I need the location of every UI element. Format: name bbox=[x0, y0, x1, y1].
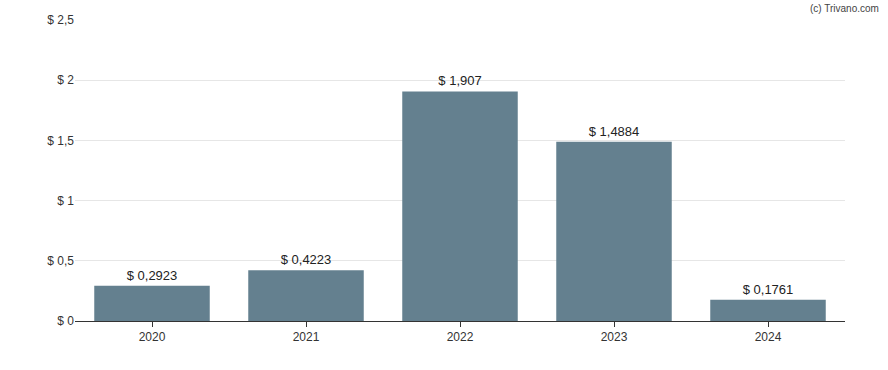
svg-text:$ 1,5: $ 1,5 bbox=[47, 134, 74, 148]
svg-text:$ 2,5: $ 2,5 bbox=[47, 13, 74, 27]
svg-text:$ 1,907: $ 1,907 bbox=[438, 73, 481, 88]
svg-text:$ 0,1761: $ 0,1761 bbox=[743, 282, 794, 297]
svg-text:2022: 2022 bbox=[447, 330, 474, 344]
svg-text:$ 1,4884: $ 1,4884 bbox=[589, 124, 640, 139]
svg-text:2024: 2024 bbox=[755, 330, 782, 344]
svg-text:$ 0,5: $ 0,5 bbox=[47, 254, 74, 268]
svg-text:$ 1: $ 1 bbox=[57, 194, 74, 208]
svg-text:$ 0,4223: $ 0,4223 bbox=[281, 252, 332, 267]
svg-text:$ 2: $ 2 bbox=[57, 73, 74, 87]
svg-text:$ 0: $ 0 bbox=[57, 314, 74, 328]
svg-text:$ 0,2923: $ 0,2923 bbox=[127, 268, 178, 283]
svg-text:2020: 2020 bbox=[139, 330, 166, 344]
svg-text:(c) Trivano.com: (c) Trivano.com bbox=[810, 3, 879, 14]
svg-text:2021: 2021 bbox=[293, 330, 320, 344]
svg-text:2023: 2023 bbox=[601, 330, 628, 344]
